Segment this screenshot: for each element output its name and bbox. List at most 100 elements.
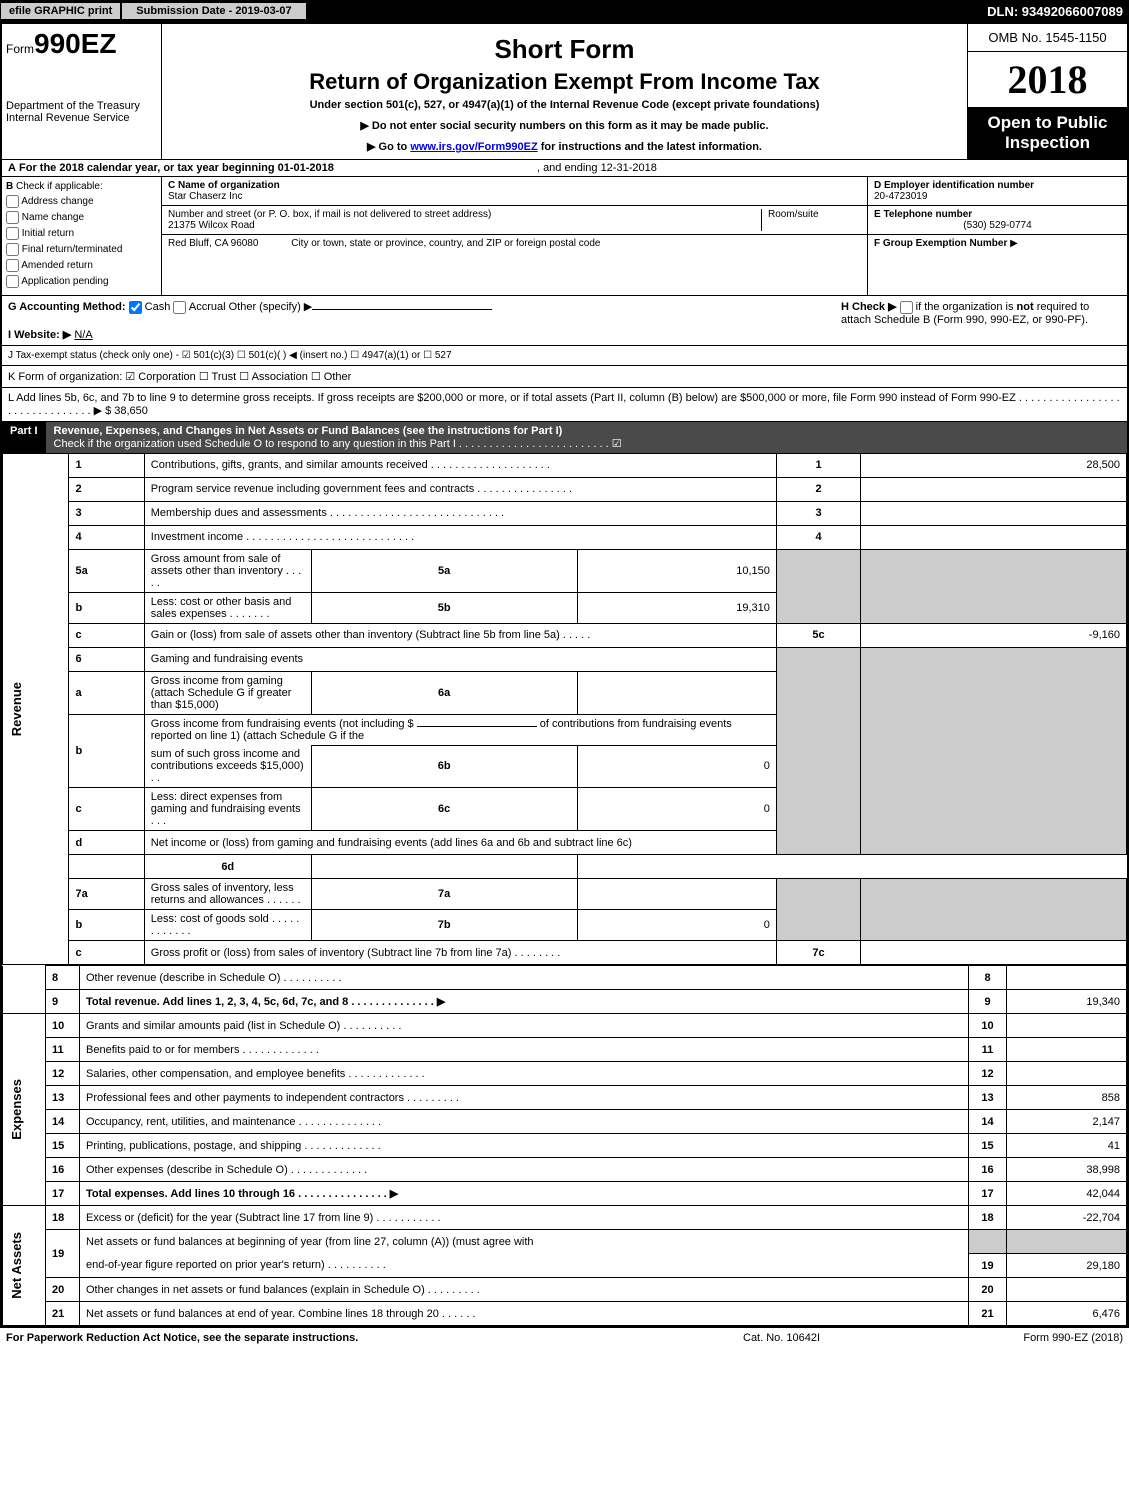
d-5c: Gain or (loss) from sale of assets other… xyxy=(144,623,776,647)
r-8: 8 xyxy=(969,966,1007,990)
efile-print-button[interactable]: efile GRAPHIC print xyxy=(0,2,121,20)
r-4: 4 xyxy=(776,525,860,549)
label-address: Number and street (or P. O. box, if mail… xyxy=(168,209,761,220)
sv-6c: 0 xyxy=(577,788,776,831)
line-13: 13 Professional fees and other payments … xyxy=(3,1086,1127,1110)
irs-link[interactable]: www.irs.gov/Form990EZ xyxy=(410,141,537,153)
v-16: 38,998 xyxy=(1007,1158,1127,1182)
line-11: 11 Benefits paid to or for members . . .… xyxy=(3,1038,1127,1062)
chk-h-scheduleb[interactable] xyxy=(900,301,913,314)
n-10: 10 xyxy=(46,1014,80,1038)
n-15: 15 xyxy=(46,1134,80,1158)
line-1: Revenue 1 Contributions, gifts, grants, … xyxy=(3,453,1127,477)
submission-date: Submission Date - 2019-03-07 xyxy=(121,2,306,20)
vlabel-netassets: Net Assets xyxy=(9,1232,24,1299)
org-address: 21375 Wilcox Road xyxy=(168,220,761,231)
line-6d-out: 6d xyxy=(3,855,1127,879)
line-2: 2 Program service revenue including gove… xyxy=(3,477,1127,501)
top-bar: efile GRAPHIC print Submission Date - 20… xyxy=(0,0,1129,22)
form-main: Form990EZ Department of the Treasury Int… xyxy=(0,22,1129,1328)
d-6c: Less: direct expenses from gaming and fu… xyxy=(144,788,311,831)
row-g-accounting: G Accounting Method: Cash Accrual Other … xyxy=(2,295,1127,345)
footer-formref: Form 990-EZ (2018) xyxy=(943,1332,1123,1344)
part-1-desc: Revenue, Expenses, and Changes in Net As… xyxy=(54,425,563,437)
n-6c: c xyxy=(69,788,144,831)
open-line2: Inspection xyxy=(1005,133,1090,152)
d-6a: Gross income from gaming (attach Schedul… xyxy=(144,671,311,714)
label-h: H Check ▶ xyxy=(841,301,900,313)
n-14: 14 xyxy=(46,1110,80,1134)
r-5c: 5c xyxy=(776,623,860,647)
v-13: 858 xyxy=(1007,1086,1127,1110)
r-17: 17 xyxy=(969,1182,1007,1206)
line-9: 9 Total revenue. Add lines 1, 2, 3, 4, 5… xyxy=(3,990,1127,1014)
opt-address: Address change xyxy=(21,196,93,207)
line-18: Net Assets 18 Excess or (deficit) for th… xyxy=(3,1206,1127,1230)
d-3: Membership dues and assessments . . . . … xyxy=(144,501,776,525)
subtitle: Under section 501(c), 527, or 4947(a)(1)… xyxy=(168,99,961,111)
chk-final-return[interactable]: Final return/terminated xyxy=(6,243,157,256)
d-11: Benefits paid to or for members . . . . … xyxy=(80,1038,969,1062)
r-12: 12 xyxy=(969,1062,1007,1086)
sv-6a xyxy=(577,671,776,714)
n-9: 9 xyxy=(46,990,80,1014)
r-9: 9 xyxy=(969,990,1007,1014)
sr-6b: 6b xyxy=(311,745,577,788)
opt-final: Final return/terminated xyxy=(22,244,123,255)
r-15: 15 xyxy=(969,1134,1007,1158)
line-19a: 19 Net assets or fund balances at beginn… xyxy=(3,1230,1127,1254)
title-short-form: Short Form xyxy=(168,34,961,65)
sr-5b: 5b xyxy=(311,592,577,623)
n-6d: d xyxy=(69,831,144,855)
section-bcd: B Check if applicable: Address change Na… xyxy=(2,176,1127,295)
vlabel-revenue: Revenue xyxy=(9,682,24,736)
chk-accrual[interactable] xyxy=(173,301,186,314)
d-8: Other revenue (describe in Schedule O) .… xyxy=(80,966,969,990)
vlabel-expenses: Expenses xyxy=(9,1079,24,1140)
phone-value: (530) 529-0774 xyxy=(874,220,1121,231)
v-19: 29,180 xyxy=(1007,1254,1127,1278)
n-19: 19 xyxy=(46,1230,80,1278)
opt-pending: Application pending xyxy=(21,276,108,287)
chk-initial-return[interactable]: Initial return xyxy=(6,227,157,240)
v-11 xyxy=(1007,1038,1127,1062)
part-1-table: Revenue 1 Contributions, gifts, grants, … xyxy=(2,453,1127,966)
d-2: Program service revenue including govern… xyxy=(144,477,776,501)
line-7c: c Gross profit or (loss) from sales of i… xyxy=(3,941,1127,965)
chk-name-change[interactable]: Name change xyxy=(6,211,157,224)
opt-initial: Initial return xyxy=(22,228,74,239)
line-19b: end-of-year figure reported on prior yea… xyxy=(3,1254,1127,1278)
d-5b: Less: cost or other basis and sales expe… xyxy=(144,592,311,623)
line-3: 3 Membership dues and assessments . . . … xyxy=(3,501,1127,525)
line-8: 8 Other revenue (describe in Schedule O)… xyxy=(3,966,1127,990)
org-name: Star Chaserz Inc xyxy=(168,191,861,202)
chk-amended-return[interactable]: Amended return xyxy=(6,259,157,272)
n-7a: 7a xyxy=(69,879,144,910)
opt-cash: Cash xyxy=(145,301,171,313)
line-17: 17 Total expenses. Add lines 10 through … xyxy=(3,1182,1127,1206)
open-line1: Open to Public xyxy=(988,113,1108,132)
d-16: Other expenses (describe in Schedule O) … xyxy=(80,1158,969,1182)
d-20: Other changes in net assets or fund bala… xyxy=(80,1278,969,1302)
line-5a: 5a Gross amount from sale of assets othe… xyxy=(3,549,1127,592)
v-6d xyxy=(311,855,577,879)
line-16: 16 Other expenses (describe in Schedule … xyxy=(3,1158,1127,1182)
footer-catno: Cat. No. 10642I xyxy=(743,1332,943,1344)
instruction-1: ▶ Do not enter social security numbers o… xyxy=(168,119,961,132)
instruction-2: ▶ Go to www.irs.gov/Form990EZ for instru… xyxy=(168,140,961,153)
label-phone: E Telephone number xyxy=(874,209,1121,220)
d-1: Contributions, gifts, grants, and simila… xyxy=(144,453,776,477)
opt-accrual: Accrual xyxy=(189,301,226,313)
sr-5a: 5a xyxy=(311,549,577,592)
d-10: Grants and similar amounts paid (list in… xyxy=(80,1014,969,1038)
chk-cash[interactable] xyxy=(129,301,142,314)
chk-application-pending[interactable]: Application pending xyxy=(6,275,157,288)
chk-address-change[interactable]: Address change xyxy=(6,195,157,208)
r-2: 2 xyxy=(776,477,860,501)
n-21: 21 xyxy=(46,1302,80,1326)
d-9: Total revenue. Add lines 1, 2, 3, 4, 5c,… xyxy=(86,996,445,1008)
instr2-post: for instructions and the latest informat… xyxy=(538,141,762,153)
d-12: Salaries, other compensation, and employ… xyxy=(80,1062,969,1086)
n-2: 2 xyxy=(69,477,144,501)
sr-6a: 6a xyxy=(311,671,577,714)
